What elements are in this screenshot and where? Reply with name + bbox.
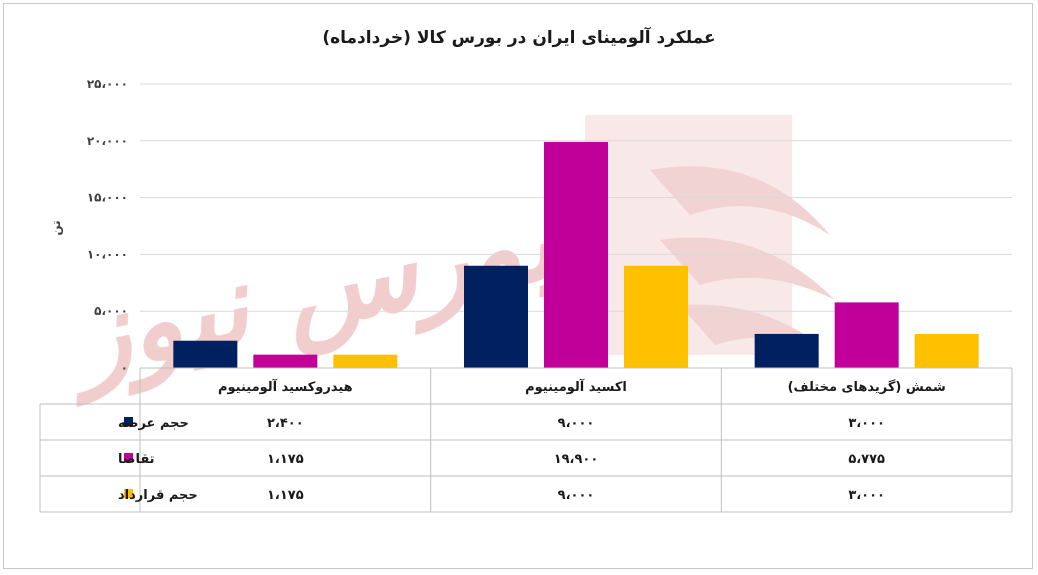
data-label: ۲،۴۰۰: [267, 416, 304, 431]
data-label: ۵،۷۷۵: [848, 452, 885, 467]
bar: [464, 265, 528, 368]
bar: [333, 354, 398, 368]
bar: [834, 302, 899, 368]
data-label: ۳،۰۰۰: [848, 488, 885, 503]
bar: [754, 333, 819, 368]
legend-swatch: [124, 417, 133, 426]
data-label: ۱۹،۹۰۰: [554, 452, 599, 467]
category-label: هیدروکسید آلومینیوم: [218, 378, 353, 395]
category-label: اکسید آلومینیوم: [525, 378, 627, 395]
data-label: ۹،۰۰۰: [558, 488, 595, 503]
y-axis-label: تن: [49, 220, 63, 235]
bar: [173, 340, 238, 368]
legend-label: حجم قرارداد: [118, 488, 198, 503]
legend-label: حجم عرضه: [118, 416, 189, 431]
watermark-logo: بورس نیوز: [49, 115, 835, 408]
y-tick-label: ۵،۰۰۰: [94, 304, 128, 318]
bar: [253, 354, 318, 368]
y-tick-label: ۱۵،۰۰۰: [87, 191, 128, 205]
chart-title: عملکرد آلومینای ایران در بورس کالا (خردا…: [322, 28, 716, 48]
bar: [624, 265, 688, 368]
y-tick-label: ۲۰،۰۰۰: [87, 134, 128, 148]
legend-swatch: [124, 489, 133, 498]
legend-label: تقاضا: [118, 452, 155, 467]
y-tick-label: ۲۵،۰۰۰: [87, 77, 128, 91]
data-label: ۱،۱۷۵: [267, 452, 304, 467]
data-label: ۹،۰۰۰: [558, 416, 595, 431]
category-label: شمش (گریدهای مختلف): [788, 379, 946, 395]
y-tick-label: ۰: [121, 361, 128, 375]
y-tick-label: ۱۰،۰۰۰: [87, 247, 128, 261]
data-label: ۱،۱۷۵: [267, 488, 304, 503]
legend-swatch: [124, 453, 133, 462]
bar: [544, 141, 608, 368]
data-label: ۳،۰۰۰: [848, 416, 885, 431]
bar: [914, 333, 979, 368]
